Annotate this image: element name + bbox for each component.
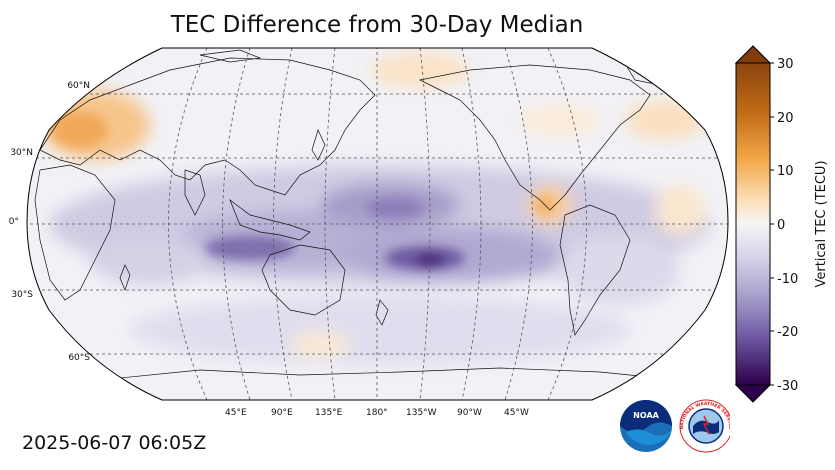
lon-label: 135°W xyxy=(406,408,437,418)
colorbar-gradient xyxy=(735,62,771,386)
lon-label: 45°W xyxy=(504,408,529,418)
colorbar: 30 20 10 0 -10 -20 -30 Vertical TEC (TEC… xyxy=(734,45,829,403)
agency-logos: NOAA NATIONAL WEATHER SERVICE xyxy=(620,399,730,453)
colorbar-tick: 20 xyxy=(777,111,794,126)
nws-logo: NATIONAL WEATHER SERVICE xyxy=(679,399,730,453)
lon-label: 90°E xyxy=(271,408,293,418)
colorbar-label: Vertical TEC (TECU) xyxy=(814,160,829,287)
colorbar-tick: 0 xyxy=(777,218,785,233)
colorbar-tick: -20 xyxy=(777,325,798,340)
lat-label: 30°N xyxy=(10,148,33,158)
colorbar-min-arrow xyxy=(734,384,772,403)
graticule xyxy=(27,48,728,400)
chart-title: TEC Difference from 30-Day Median xyxy=(170,12,584,38)
colorbar-tick: 10 xyxy=(777,164,794,179)
lat-label: 60°N xyxy=(67,81,90,91)
lon-labels: 45°E 90°E 135°E 180° 135°W 90°W 45°W xyxy=(0,408,740,422)
coastlines xyxy=(34,49,681,381)
timestamp: 2025-06-07 06:05Z xyxy=(22,432,207,454)
tec-map: 60°N 30°N 0° 30°S 60°S xyxy=(9,47,729,401)
colorbar-max-arrow xyxy=(734,45,772,64)
lon-label: 90°W xyxy=(457,408,482,418)
colorbar-tick: -10 xyxy=(777,272,798,287)
lat-label: 30°S xyxy=(11,290,33,300)
colorbar-tick: 30 xyxy=(777,57,794,72)
globe-outline xyxy=(26,47,729,401)
lat-label: 60°S xyxy=(68,353,90,363)
lat-label: 0° xyxy=(9,217,19,227)
lon-label: 135°E xyxy=(315,408,343,418)
lon-label: 180° xyxy=(366,408,388,418)
noaa-logo: NOAA xyxy=(620,400,672,452)
lon-label: 45°E xyxy=(225,408,247,418)
colorbar-tick: -30 xyxy=(777,379,798,394)
noaa-logo-text: NOAA xyxy=(633,411,659,420)
